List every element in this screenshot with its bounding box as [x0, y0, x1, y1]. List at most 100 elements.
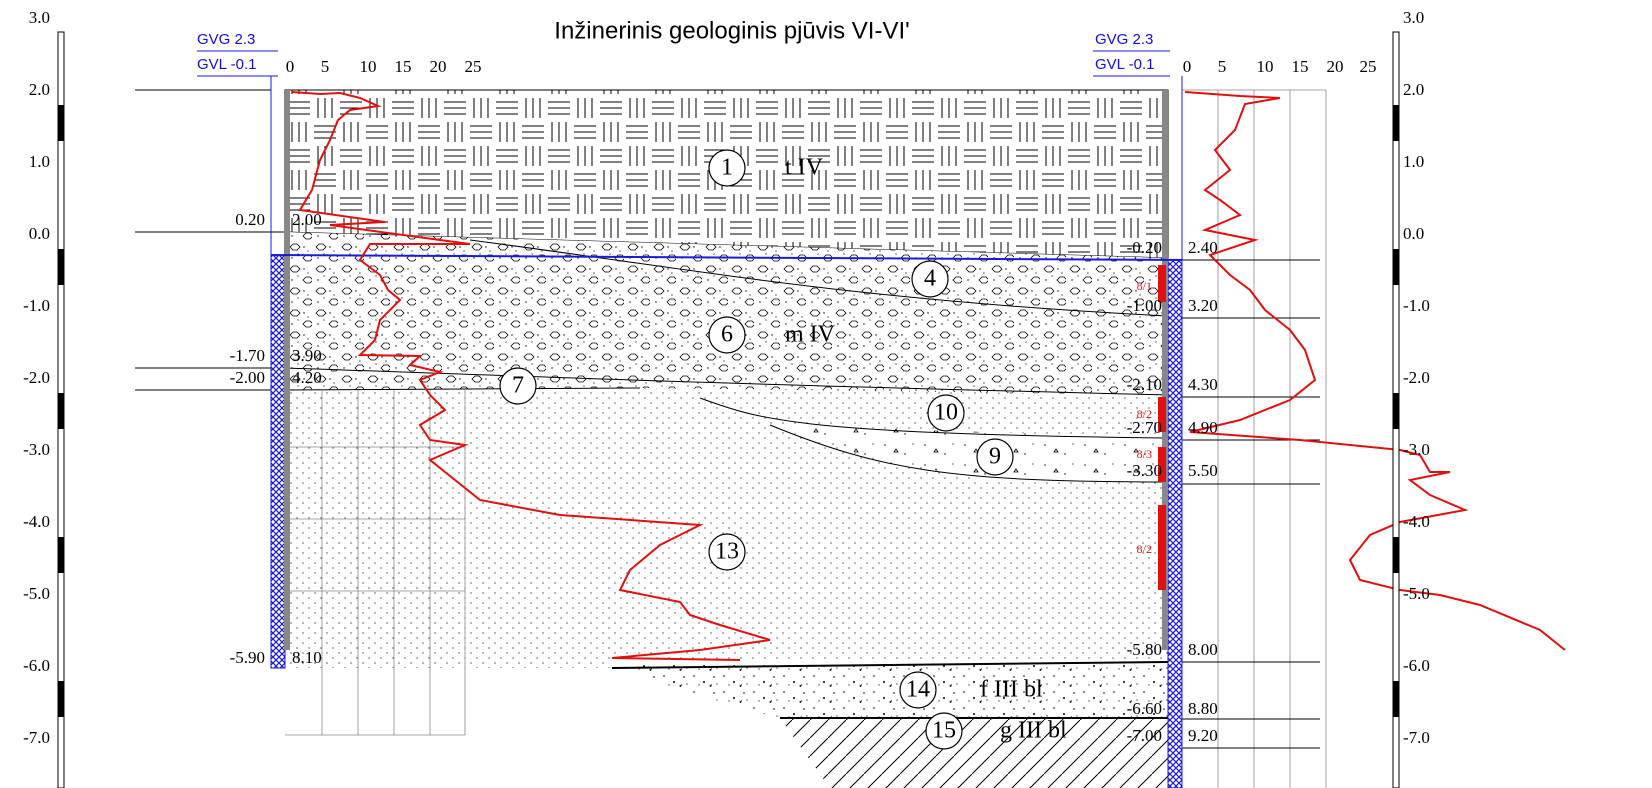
- layer-number: 6: [721, 322, 733, 348]
- gvg-label: GVG 2.3: [1095, 31, 1153, 48]
- layer-age: g III bl: [1000, 718, 1067, 744]
- left-well: [270, 254, 286, 669]
- elevation: -5.80: [1127, 640, 1162, 659]
- cpt-tick: 15: [1292, 57, 1309, 76]
- elevation: -2.70: [1127, 418, 1162, 437]
- scale-label: 2.0: [1403, 80, 1424, 99]
- scale-label: 3.0: [29, 8, 50, 27]
- layer-number: 4: [924, 266, 936, 292]
- depth: 5.50: [1188, 461, 1218, 480]
- right-scale-bar: 3.0 2.0 1.0 0.0 -1.0 -2.0 -3.0 -4.0 -5.0 -6.0 -7.0: [1392, 8, 1430, 788]
- elevation: -1.70: [230, 346, 265, 365]
- depth: 2.40: [1188, 238, 1218, 257]
- scale-segment: [58, 681, 64, 717]
- scale-label: 0.0: [29, 224, 50, 243]
- layer-circle: [899, 671, 937, 709]
- samples: [1158, 265, 1166, 590]
- sample-label: 8/1: [1137, 279, 1152, 293]
- cpt-tick: 25: [465, 57, 482, 76]
- depth: 4.90: [1188, 418, 1218, 437]
- sample-label: 8/2: [1137, 407, 1152, 421]
- scale-label: -2.0: [1403, 368, 1430, 387]
- layer-circle: [499, 367, 537, 405]
- scale-label: -6.0: [23, 656, 50, 675]
- left-levels: 0.20 2.00 -1.70 3.90 -2.00 4.20 -5.90 8.…: [230, 210, 322, 667]
- depth: 8.10: [292, 648, 322, 667]
- depth: 3.20: [1188, 296, 1218, 315]
- right-gvg-lines: [1093, 50, 1183, 260]
- level-lines: [135, 89, 1320, 749]
- scale-segment: [58, 393, 64, 429]
- scale-label: 0.0: [1403, 224, 1424, 243]
- layer-number: 14: [906, 677, 930, 703]
- scale-segment: [1393, 537, 1399, 573]
- elevation: -6.60: [1127, 699, 1162, 718]
- scale-label: -7.0: [23, 728, 50, 747]
- scale-label: -5.0: [1403, 584, 1430, 603]
- elevation: -1.00: [1127, 296, 1162, 315]
- layer-circle: [911, 260, 949, 298]
- layer-labels: 1 t IV 4 6 m IV 7 10 9 13 14 f III bl 15 g III bl: [499, 149, 1067, 750]
- layer-circle: [708, 533, 746, 571]
- scale-label: 1.0: [1403, 152, 1424, 171]
- elevation: -3.30: [1127, 461, 1162, 480]
- gvl-label: GVL -0.1: [1095, 56, 1154, 73]
- layer-number: 9: [989, 444, 1001, 470]
- scale-segment: [58, 537, 64, 573]
- sample-label: 8/3: [1137, 447, 1152, 461]
- layer-circle: [927, 394, 965, 432]
- layer-14-fill: [612, 662, 1168, 718]
- scale-label: -2.0: [23, 368, 50, 387]
- left-casing: [284, 90, 290, 650]
- right-cpt-ticks: 0 5 10 15 20 25: [1183, 57, 1377, 76]
- scale-segment: [1393, 681, 1399, 717]
- scale-label: -4.0: [1403, 512, 1430, 531]
- layer-9-fill: [770, 425, 1168, 482]
- scale-label: -5.0: [23, 584, 50, 603]
- cpt-tick: 20: [1327, 57, 1344, 76]
- gvg-label: GVG 2.3: [197, 31, 255, 48]
- scale-label: 3.0: [1403, 8, 1424, 27]
- scale-label: 2.0: [29, 80, 50, 99]
- layer-number: 7: [512, 373, 524, 399]
- scale-segment: [1393, 105, 1399, 141]
- scale-segment: [58, 249, 64, 285]
- cpt-tick: 20: [430, 57, 447, 76]
- left-cpt-curve: [291, 91, 771, 661]
- scale-label: -6.0: [1403, 656, 1430, 675]
- scale-label: -1.0: [1403, 296, 1430, 315]
- right-well: [1167, 259, 1183, 788]
- depth: 2.00: [292, 210, 322, 229]
- elevation: -2.00: [230, 368, 265, 387]
- left-cpt-ticks: 0 5 10 15 20 25: [286, 57, 482, 76]
- scale-label: -3.0: [1403, 440, 1430, 459]
- scale-label: -4.0: [23, 512, 50, 531]
- scale-label: -1.0: [23, 296, 50, 315]
- scale-segment: [58, 105, 64, 141]
- layer-number: 13: [715, 539, 739, 565]
- layer-circle: [925, 712, 963, 750]
- depth: 8.00: [1188, 640, 1218, 659]
- cpt-tick: 15: [395, 57, 412, 76]
- left-gvg-lines: [197, 50, 278, 255]
- elevation: -0.20: [1127, 238, 1162, 257]
- layer-circle: [708, 316, 746, 354]
- right-cpt-curve: [1184, 91, 1566, 651]
- elevation: 0.20: [235, 210, 265, 229]
- layer-number: 10: [934, 400, 958, 426]
- scale-segment: [1393, 249, 1399, 285]
- depth: 9.20: [1188, 726, 1218, 745]
- scale-label: -3.0: [23, 440, 50, 459]
- depth: 4.20: [292, 368, 322, 387]
- layer-circle: [708, 149, 746, 187]
- layer-number: 1: [721, 155, 733, 181]
- water-line: [270, 254, 1183, 261]
- cpt-tick: 10: [360, 57, 377, 76]
- layer-age: m IV: [785, 322, 836, 348]
- elevation: -7.00: [1127, 726, 1162, 745]
- layer-age: f III bl: [980, 677, 1043, 703]
- cpt-tick: 0: [286, 57, 295, 76]
- layers: [284, 89, 1169, 788]
- depth: 3.90: [292, 346, 322, 365]
- layer-15-fill: [780, 718, 1168, 788]
